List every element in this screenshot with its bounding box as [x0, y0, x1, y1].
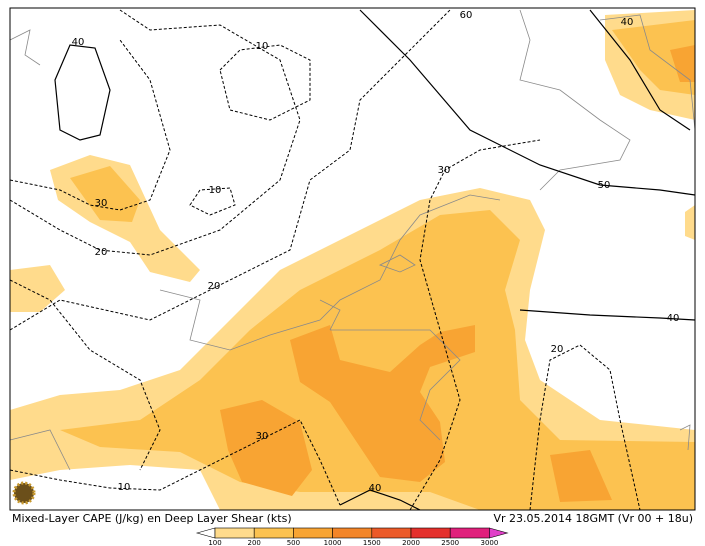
shear-contour — [219, 44, 311, 121]
cape-200 — [70, 166, 140, 222]
colorbar-swatch — [371, 527, 412, 539]
shear-contour — [529, 344, 641, 511]
colorbar-label: 500 — [287, 539, 300, 546]
cape-100 — [685, 205, 695, 240]
shear-contour — [359, 9, 696, 196]
shear-contour — [189, 187, 236, 216]
colorbar-label: 3000 — [480, 539, 498, 546]
contour-label: 30 — [256, 431, 269, 442]
colorbar-label: 200 — [248, 539, 261, 546]
colorbar-label: 2500 — [441, 539, 459, 546]
colorbar-label: 2000 — [402, 539, 420, 546]
shear-contour — [9, 9, 451, 331]
map-frame — [9, 7, 696, 511]
colorbar-swatch — [332, 527, 373, 539]
contour-label: 10 — [209, 185, 222, 196]
contour-label: 40 — [369, 483, 382, 494]
shear-contour — [339, 489, 421, 511]
map-area — [9, 7, 696, 511]
contour-label: 10 — [118, 482, 131, 493]
shear-contour — [9, 279, 161, 471]
shear-contour — [9, 419, 341, 506]
shear-contour — [589, 9, 691, 131]
map-title: Mixed-Layer CAPE (J/kg) en Deep Layer Sh… — [12, 512, 292, 525]
cape-100 — [10, 265, 65, 312]
cape-200 — [612, 20, 695, 95]
colorbar-label: 1000 — [324, 539, 342, 546]
colorbar-swatch — [449, 527, 490, 539]
contour-label: 40 — [621, 17, 634, 28]
logo — [12, 481, 36, 505]
colorbar-label: 1500 — [363, 539, 381, 546]
contour-label: 20 — [95, 247, 108, 258]
contour-label: 30 — [95, 198, 108, 209]
shear-contour — [9, 39, 171, 211]
contour-label: 50 — [598, 180, 611, 191]
shear-contour — [54, 44, 111, 141]
colorbar: 100 200 500 1000 1500 2000 2500 3000 — [195, 527, 509, 546]
shear-contour — [519, 309, 696, 321]
contour-labels: 40 10 60 40 30 10 20 20 30 50 40 20 30 1… — [72, 10, 680, 494]
coastline — [9, 9, 696, 471]
valid-time: Vr 23.05.2014 18GMT (Vr 00 + 18u) — [493, 512, 693, 525]
colorbar-swatch — [195, 527, 216, 539]
cape-500 — [290, 325, 475, 482]
cape-500 — [550, 450, 612, 502]
contour-label: 20 — [551, 344, 564, 355]
contour-label: 40 — [72, 37, 85, 48]
colorbar-swatch — [253, 527, 294, 539]
colorbar-swatch — [410, 527, 451, 539]
contour-label: 10 — [256, 41, 269, 52]
contour-label: 20 — [208, 281, 221, 292]
cape-500 — [220, 400, 312, 496]
colorbar-label: 100 — [208, 539, 221, 546]
contour-label: 30 — [438, 165, 451, 176]
cape-500 — [670, 45, 695, 82]
contour-label: 40 — [667, 313, 680, 324]
shear-contour — [9, 9, 301, 256]
cape-200 — [60, 210, 695, 510]
colorbar-swatch — [293, 527, 333, 539]
colorbar-swatch — [214, 527, 255, 539]
contour-label: 60 — [460, 10, 473, 21]
shear-contour — [409, 139, 541, 511]
colorbar-swatch — [489, 527, 509, 539]
